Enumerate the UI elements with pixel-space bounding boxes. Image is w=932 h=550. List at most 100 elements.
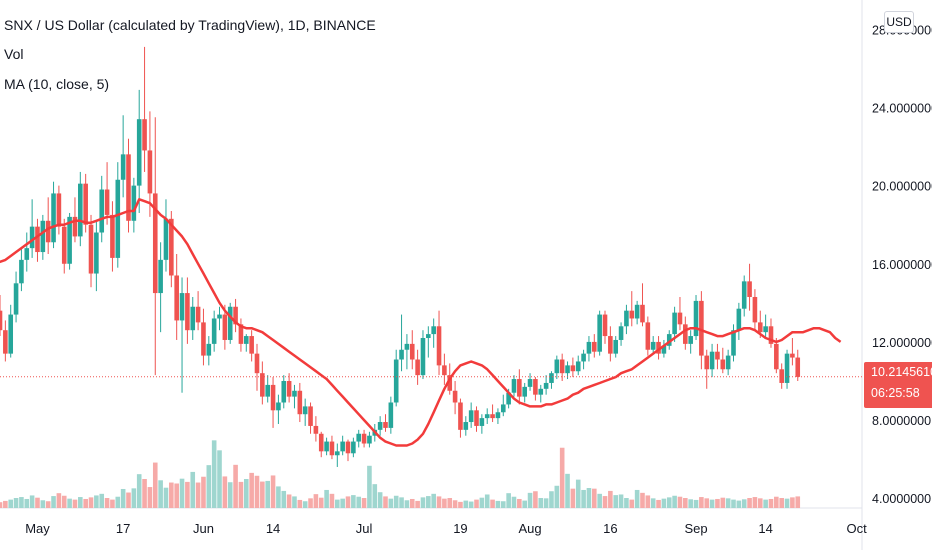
candle [458, 398, 463, 438]
candle [495, 408, 501, 424]
volume-bar [292, 496, 297, 508]
volume-bar [527, 492, 533, 508]
volume-bar [752, 497, 758, 508]
candle [549, 371, 554, 389]
currency-button[interactable]: USD [884, 11, 914, 33]
candle [147, 111, 153, 217]
candle [40, 214, 46, 260]
candle [618, 322, 624, 346]
candle [99, 175, 105, 243]
volume-bar [645, 495, 651, 508]
candle [731, 324, 736, 362]
volume-bar [147, 487, 153, 508]
price-tick-label: 24.0000000 [872, 101, 932, 115]
candle [377, 416, 383, 436]
volume-bar [110, 499, 115, 508]
volume-bar [318, 497, 324, 508]
candle [399, 314, 404, 372]
candle [741, 275, 747, 317]
candle [474, 406, 479, 432]
volume-bar [549, 491, 554, 508]
candle [201, 308, 206, 366]
candle [661, 339, 667, 358]
candle [688, 330, 693, 354]
volume-bar [179, 478, 185, 508]
volume-bar [67, 498, 72, 508]
volume-bar [372, 484, 378, 508]
time-tick-label: May [25, 521, 50, 536]
volume-bar [3, 500, 8, 508]
volume-bar [463, 500, 469, 508]
candle [752, 289, 758, 331]
candle [78, 171, 83, 247]
candle [8, 304, 14, 358]
volume-bar [725, 498, 731, 508]
candle [217, 306, 222, 331]
volume-bar [329, 493, 335, 508]
volume-bar [388, 498, 394, 508]
candlesticks [0, 46, 801, 467]
volume-bar [0, 502, 3, 508]
price-axis: 4.0000000 8.0000000 12.0000000 16.0000000 20… [872, 23, 932, 506]
volume-bar [586, 488, 592, 508]
candle [570, 357, 576, 378]
volume-bar [591, 488, 597, 508]
candle [227, 302, 233, 344]
candle [104, 162, 110, 225]
candle [586, 336, 592, 362]
volume-bar [158, 480, 163, 508]
volume-bar [420, 497, 426, 508]
volume-bar [474, 499, 479, 508]
time-tick-label: Jun [193, 521, 214, 536]
legend-moving-average[interactable]: MA (10, close, 5) [4, 76, 110, 92]
candle [725, 349, 731, 376]
volume-bar [404, 500, 410, 508]
candle [720, 347, 726, 374]
moving-average-line [0, 198, 842, 447]
volume-bar [468, 501, 474, 508]
volume-bar [666, 497, 672, 508]
volume-bar [297, 499, 303, 508]
candle [120, 115, 126, 198]
candle [367, 431, 372, 448]
candle [666, 330, 672, 350]
candle [94, 220, 99, 292]
candle [260, 361, 265, 405]
volume-bars [0, 440, 801, 508]
volume-bar [356, 496, 362, 508]
candle [543, 375, 549, 395]
candle [559, 353, 565, 381]
volume-bar [174, 483, 179, 508]
volume-bar [774, 496, 779, 508]
volume-bar [243, 479, 249, 508]
candle [511, 375, 517, 397]
candle [19, 248, 24, 292]
volume-bar [8, 499, 14, 508]
candle [677, 296, 683, 331]
volume-bar [500, 501, 506, 508]
candle [715, 343, 720, 370]
volume-bar [779, 498, 784, 508]
volume-bar [335, 499, 340, 508]
time-tick-label: Sep [684, 521, 707, 536]
volume-bar [383, 496, 388, 508]
volume-bar [88, 497, 94, 508]
candle [538, 384, 544, 403]
candle [602, 310, 608, 344]
candle [484, 408, 490, 424]
price-tick-label: 16.0000000 [872, 258, 932, 272]
time-tick-label: 14 [266, 521, 280, 536]
volume-bar [270, 475, 276, 508]
volume-bar [40, 500, 46, 508]
volume-bar [131, 488, 137, 508]
volume-bar [790, 497, 795, 508]
legend-volume[interactable]: Vol [4, 46, 24, 62]
volume-bar [736, 500, 742, 508]
volume-bar [747, 498, 752, 508]
volume-bar [570, 488, 576, 508]
candle [340, 435, 345, 456]
volume-bar [19, 497, 24, 508]
volume-bar [506, 493, 511, 508]
volume-bar [608, 490, 613, 508]
